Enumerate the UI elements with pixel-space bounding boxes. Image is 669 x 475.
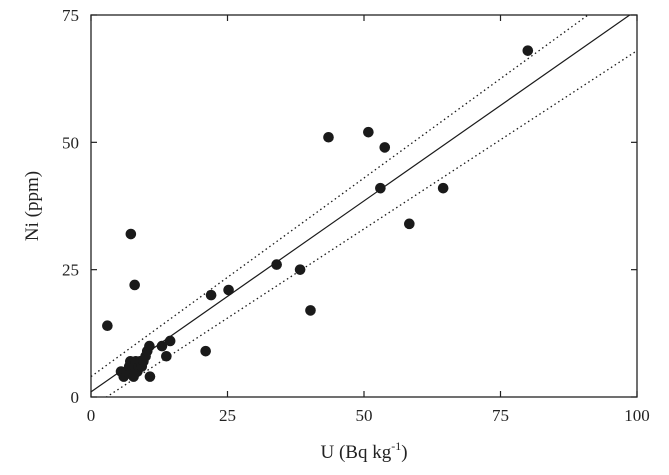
- x-axis-title: U (Bq kg-1): [320, 439, 407, 463]
- data-point: [144, 340, 155, 352]
- data-point: [323, 131, 334, 143]
- x-tick-label: 75: [492, 406, 509, 425]
- axis-ticks: [90, 14, 638, 398]
- x-tick-label: 0: [87, 406, 96, 425]
- data-point: [437, 182, 449, 194]
- data-point: [125, 228, 137, 240]
- data-point: [294, 264, 306, 275]
- x-axis-title-end: ): [401, 442, 407, 463]
- x-axis-title-main: U (Bq kg: [320, 442, 391, 463]
- y-tick-label: 75: [62, 6, 79, 25]
- data-point: [200, 345, 211, 357]
- confidence-lower-line: [105, 50, 637, 397]
- data-point: [271, 259, 282, 270]
- confidence-upper-line: [91, 15, 590, 378]
- data-point: [144, 371, 156, 382]
- regression-line: [91, 15, 631, 393]
- data-point: [305, 305, 316, 316]
- y-tick-label: 50: [62, 133, 79, 152]
- data-point: [102, 320, 113, 331]
- data-points: [102, 45, 534, 382]
- y-tick-label: 0: [71, 388, 80, 407]
- x-tick-label: 100: [624, 406, 650, 425]
- data-point: [205, 289, 217, 301]
- x-tick-label: 50: [356, 406, 373, 425]
- data-point: [223, 284, 234, 296]
- x-tick-label: 25: [219, 406, 236, 425]
- data-point: [522, 45, 534, 56]
- x-axis-title-superscript: -1: [391, 439, 401, 453]
- data-point: [375, 182, 386, 194]
- y-tick-label: 25: [62, 261, 79, 280]
- data-point: [404, 218, 415, 230]
- data-point: [379, 142, 391, 153]
- regression-lines: [91, 15, 637, 397]
- tick-labels: 0 25 50 75 100 0 25 50 75: [62, 6, 650, 425]
- y-axis-title: Ni (ppm): [22, 171, 43, 241]
- data-point: [129, 279, 140, 291]
- data-point: [164, 335, 176, 347]
- data-point: [363, 126, 374, 138]
- data-point: [156, 340, 168, 352]
- data-point: [161, 350, 172, 362]
